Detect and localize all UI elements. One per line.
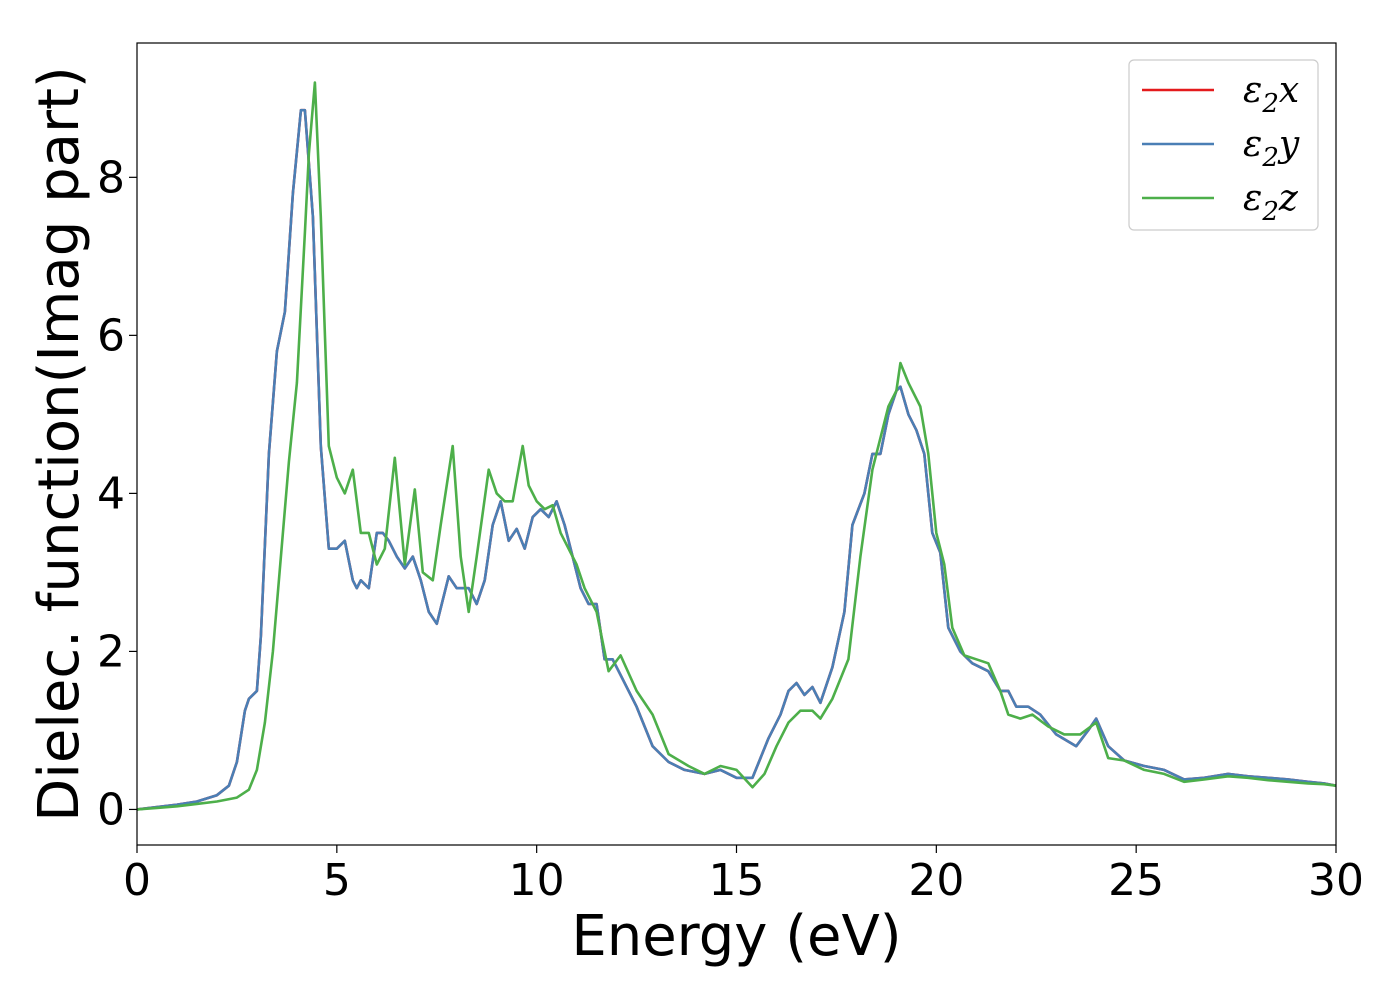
y-tick-label: 4 [97, 468, 125, 519]
series-line-z [136, 81, 1337, 811]
y-tick-label: 0 [97, 784, 125, 835]
y-tick-label: 2 [97, 626, 125, 677]
x-axis-label: Energy (eV) [571, 904, 901, 969]
y-tick-label: 6 [97, 310, 125, 361]
x-axis-ticks: 0 5 10 15 20 25 30 [123, 845, 1364, 906]
y-axis-ticks: 0 2 4 6 8 [97, 152, 137, 835]
plot-series [136, 81, 1337, 811]
x-tick-label: 25 [1108, 855, 1164, 906]
x-tick-label: 30 [1308, 855, 1364, 906]
x-tick-label: 15 [709, 855, 765, 906]
legend-label-y: ε2y [1243, 124, 1300, 173]
x-tick-label: 5 [323, 855, 351, 906]
x-tick-label: 20 [908, 855, 964, 906]
x-tick-label: 0 [123, 855, 151, 906]
legend-label-x: ε2x [1243, 70, 1299, 119]
legend-items: ε2x ε2y ε2z [1142, 70, 1300, 227]
x-tick-label: 10 [509, 855, 565, 906]
legend-box [1128, 59, 1319, 231]
legend-label-z: ε2z [1243, 178, 1299, 227]
y-tick-label: 8 [97, 152, 125, 203]
legend: ε2x ε2y ε2z [1128, 59, 1319, 231]
plot-frame [136, 42, 1337, 846]
y-axis-label: Dielec. function(Imag part) [27, 66, 92, 822]
series-line-y [136, 108, 1337, 811]
